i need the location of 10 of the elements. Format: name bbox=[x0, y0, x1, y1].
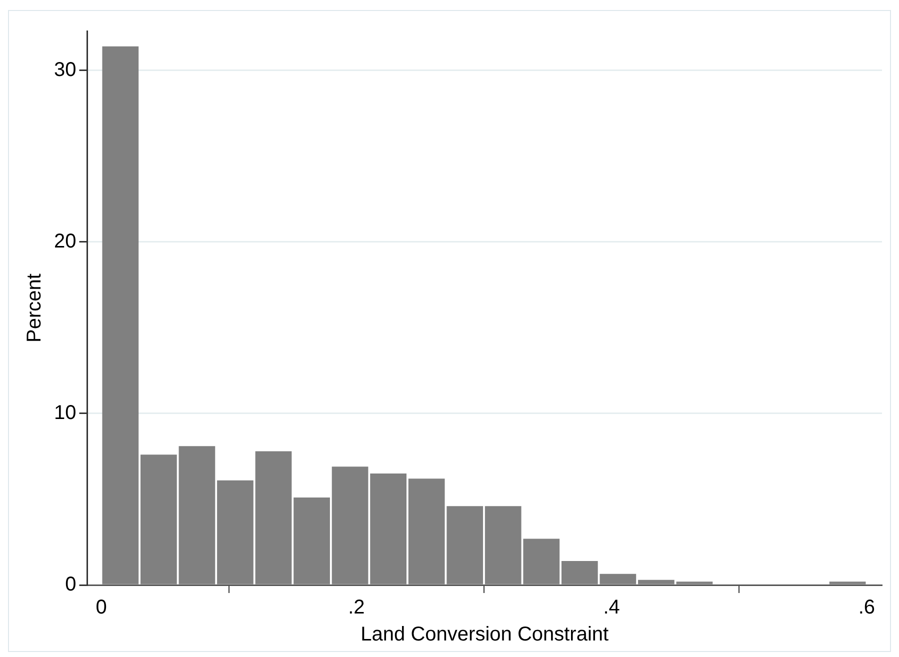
x-tick-label: .4 bbox=[603, 596, 620, 619]
x-axis-title: Land Conversion Constraint bbox=[360, 624, 610, 646]
x-tick-label: .6 bbox=[858, 596, 876, 619]
y-tick-label: 10 bbox=[54, 402, 76, 424]
y-tick-label: 20 bbox=[54, 230, 76, 252]
y-tick-label: 0 bbox=[65, 574, 76, 596]
y-tick-label: 30 bbox=[54, 58, 76, 81]
x-tick-label: 0 bbox=[96, 596, 107, 619]
y-axis-title: Percent bbox=[24, 273, 46, 342]
x-tick-label: .2 bbox=[348, 596, 365, 619]
